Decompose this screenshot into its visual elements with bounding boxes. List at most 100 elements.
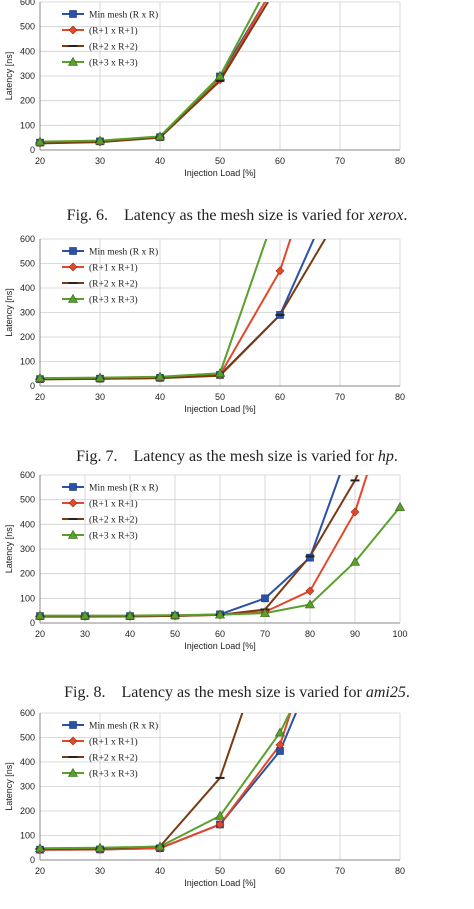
caption-fig8-dataset: ami25 bbox=[365, 684, 406, 701]
grid bbox=[39, 238, 401, 387]
x-tick-label: 70 bbox=[335, 866, 345, 876]
x-tick-label: 70 bbox=[260, 629, 270, 639]
data-point-s4 bbox=[34, 610, 46, 620]
caption-fig6-prefix: Fig. 6. bbox=[66, 207, 109, 224]
x-tick-label: 20 bbox=[35, 629, 45, 639]
plot-area bbox=[40, 713, 298, 851]
data-point-s4 bbox=[94, 372, 106, 382]
data-point-s2 bbox=[215, 820, 225, 829]
x-tick-label: 50 bbox=[170, 629, 180, 639]
legend-label-1: Min mesh (R x R) bbox=[89, 10, 158, 21]
data-point-s2 bbox=[350, 507, 360, 517]
chart-2-svg: 0 100 200 300 400 500 600 20 30 40 50 60 70 80 Injecti… bbox=[4, 234, 405, 414]
x-tick-label: 80 bbox=[395, 156, 405, 166]
legend-label-3: (R+2 x R+2) bbox=[89, 515, 138, 526]
chart-1-svg: 0 100 200 300 400 500 600 20 30 40 50 60 70 80 Injecti… bbox=[4, 0, 405, 178]
data-point-s4 bbox=[214, 810, 226, 820]
caption-fig8-prefix: Fig. 8. bbox=[64, 684, 106, 701]
data-point-s4 bbox=[394, 501, 406, 511]
data-point-s4 bbox=[34, 136, 46, 146]
legend-marker-1 bbox=[69, 483, 77, 491]
x-axis-label: Injection Load [%] bbox=[184, 404, 256, 414]
x-tick-label: 20 bbox=[35, 156, 45, 166]
x-tick-label: 90 bbox=[350, 629, 360, 639]
y-tick-label: 300 bbox=[20, 544, 35, 554]
chart-3-svg: 0 100 200 300 400 500 600 20 30 40 50 60 70 80 90 100 In… bbox=[4, 470, 408, 651]
legend-label-4: (R+3 x R+3) bbox=[89, 531, 138, 542]
markers bbox=[34, 727, 286, 855]
plot-area bbox=[40, 2, 269, 145]
chart-4-svg: 0 100 200 300 400 500 600 20 30 40 50 60 70 80 Injecti… bbox=[4, 708, 405, 888]
series-line-1 bbox=[40, 239, 315, 381]
caption-fig8: Fig. 8. Latency as the mesh size is vari… bbox=[0, 684, 474, 702]
caption-fig7-prefix: Fig. 7. bbox=[76, 448, 118, 465]
y-tick-label: 100 bbox=[20, 120, 35, 130]
series-line-3 bbox=[40, 239, 327, 381]
x-tick-label: 40 bbox=[125, 629, 135, 639]
x-tick-label: 30 bbox=[95, 866, 105, 876]
legend-marker-2 bbox=[68, 25, 78, 35]
y-tick-label: 100 bbox=[20, 831, 35, 841]
caption-fig7: Fig. 7. Latency as the mesh size is vari… bbox=[0, 448, 474, 466]
x-tick-label: 80 bbox=[395, 866, 405, 876]
x-tick-label: 40 bbox=[155, 866, 165, 876]
data-point-s1 bbox=[261, 594, 269, 603]
legend-marker-4 bbox=[67, 56, 79, 66]
y-tick-label: 0 bbox=[30, 618, 35, 628]
data-point-s4 bbox=[34, 843, 46, 853]
y-axis-label: Latency [ns] bbox=[4, 762, 14, 811]
legend: Min mesh (R x R) (R+1 x R+1) (R+2 x R+2) (R… bbox=[62, 10, 158, 69]
caption-fig6-suffix: . bbox=[403, 207, 408, 224]
data-point-s1 bbox=[306, 553, 314, 562]
legend-label-1: Min mesh (R x R) bbox=[89, 483, 158, 494]
y-tick-label: 600 bbox=[20, 234, 35, 244]
series-line-3 bbox=[40, 475, 359, 618]
data-point-s4 bbox=[154, 371, 166, 381]
legend: Min mesh (R x R) (R+1 x R+1) (R+2 x R+2) (R… bbox=[62, 721, 158, 780]
data-point-s4 bbox=[154, 841, 166, 851]
x-tick-label: 70 bbox=[335, 156, 345, 166]
x-tick-label: 60 bbox=[275, 156, 285, 166]
data-point-s4 bbox=[34, 373, 46, 382]
y-axis-label: Latency [ns] bbox=[4, 288, 14, 337]
data-point-s4 bbox=[94, 842, 106, 852]
legend-marker-1 bbox=[69, 247, 77, 255]
y-tick-label: 200 bbox=[20, 332, 35, 342]
y-tick-label: 200 bbox=[20, 569, 35, 579]
data-point-s4 bbox=[214, 70, 226, 80]
data-point-s4 bbox=[214, 368, 226, 378]
y-tick-label: 0 bbox=[30, 855, 35, 865]
chart-panel-3: 0 100 200 300 400 500 600 20 30 40 50 60 70 80 90 100 In… bbox=[0, 470, 474, 670]
x-tick-label: 60 bbox=[215, 629, 225, 639]
x-tick-label: 40 bbox=[155, 156, 165, 166]
x-axis-label: Injection Load [%] bbox=[184, 878, 256, 888]
legend-label-3: (R+2 x R+2) bbox=[89, 42, 138, 53]
legend-label-1: Min mesh (R x R) bbox=[89, 721, 158, 732]
chart-panel-1: 0 100 200 300 400 500 600 20 30 40 50 60 70 80 Injecti… bbox=[0, 0, 474, 200]
data-point-s4 bbox=[349, 556, 361, 566]
series-line-2 bbox=[40, 2, 267, 145]
chart-panel-4: 0 100 200 300 400 500 600 20 30 40 50 60 70 80 Injecti… bbox=[0, 706, 474, 906]
legend-marker-4 bbox=[67, 767, 79, 777]
y-tick-label: 200 bbox=[20, 96, 35, 106]
data-point-s4 bbox=[214, 609, 226, 619]
y-tick-label: 100 bbox=[20, 357, 35, 367]
x-tick-label: 20 bbox=[35, 866, 45, 876]
legend-label-4: (R+3 x R+3) bbox=[89, 58, 138, 69]
legend-marker-4 bbox=[67, 293, 79, 303]
legend-marker-1 bbox=[69, 10, 77, 18]
data-point-s2 bbox=[305, 586, 315, 596]
series-line-4 bbox=[40, 713, 291, 850]
legend-marker-2 bbox=[68, 262, 78, 272]
x-tick-label: 30 bbox=[95, 392, 105, 402]
legend-label-4: (R+3 x R+3) bbox=[89, 295, 138, 306]
x-tick-label: 30 bbox=[95, 156, 105, 166]
x-tick-label: 50 bbox=[215, 156, 225, 166]
legend-label-2: (R+1 x R+1) bbox=[89, 26, 138, 37]
y-tick-label: 400 bbox=[20, 46, 35, 56]
series-line-4 bbox=[40, 2, 261, 143]
legend-label-3: (R+2 x R+2) bbox=[89, 279, 138, 290]
y-axis-label: Latency [ns] bbox=[4, 525, 14, 574]
y-tick-label: 300 bbox=[20, 308, 35, 318]
caption-fig7-suffix: . bbox=[393, 448, 398, 465]
